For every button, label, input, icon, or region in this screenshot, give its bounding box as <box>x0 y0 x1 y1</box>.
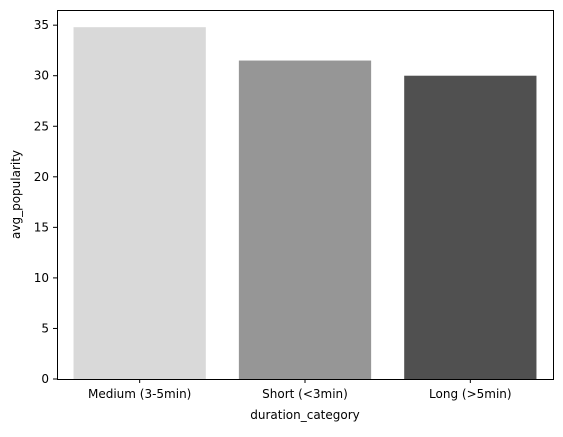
x-tick-label: Medium (3-5min) <box>88 387 191 401</box>
plot-frame <box>57 10 554 380</box>
y-tick-label: 30 <box>34 69 49 83</box>
y-tick-label: 15 <box>34 220 49 234</box>
bar-1 <box>238 60 372 380</box>
y-tick-label: 35 <box>34 18 49 32</box>
bars-group <box>73 27 537 380</box>
y-ticks-group: 0 5 10 15 20 25 30 35 <box>34 18 57 386</box>
bar-2 <box>404 75 537 379</box>
x-tick-label: Short (<3min) <box>262 387 348 401</box>
y-axis-label: avg_popularity <box>9 150 23 239</box>
y-tick-label: 5 <box>41 321 49 335</box>
x-tick-label: Long (>5min) <box>429 387 512 401</box>
x-ticks-group: Medium (3-5min) Short (<3min) Long (>5min) <box>88 379 512 401</box>
y-tick-label: 20 <box>34 170 49 184</box>
y-tick-label: 25 <box>34 119 49 133</box>
y-tick-label: 10 <box>34 271 49 285</box>
x-axis-label: duration_category <box>250 408 360 422</box>
y-tick-label: 0 <box>41 372 49 386</box>
bar-0 <box>73 27 206 379</box>
